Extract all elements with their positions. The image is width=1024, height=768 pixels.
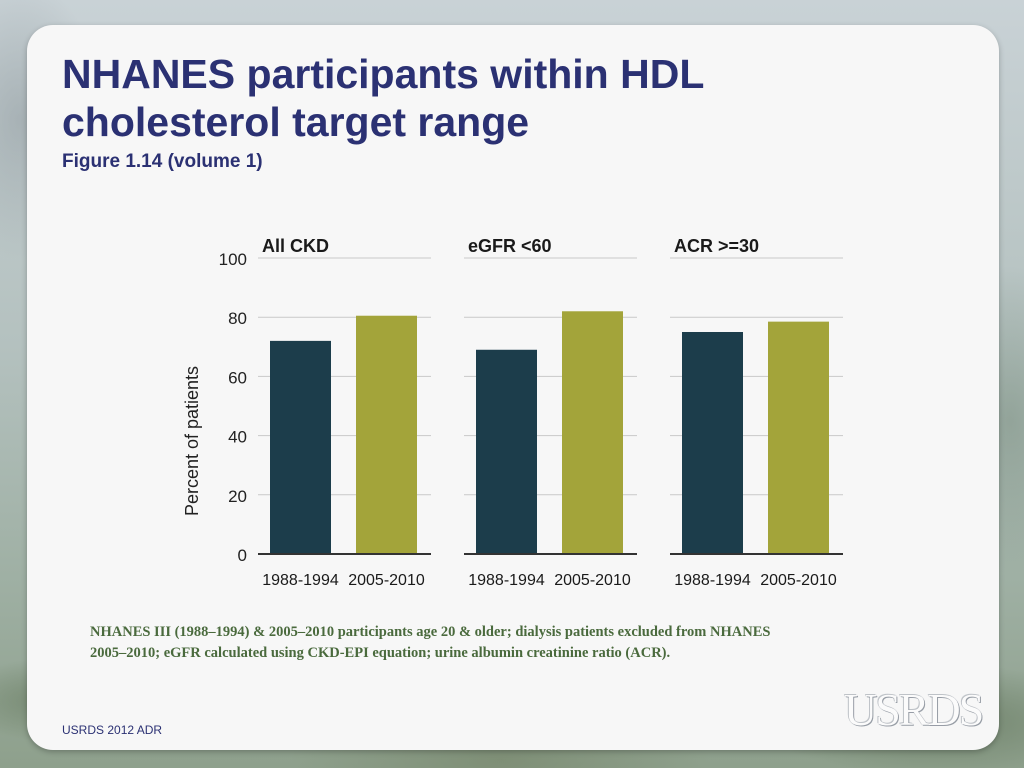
x-tick-label: 2005-2010 xyxy=(760,572,837,589)
footnote: NHANES III (1988–1994) & 2005–2010 parti… xyxy=(90,622,920,664)
x-tick-label: 1988-1994 xyxy=(674,572,751,589)
x-tick-label: 2005-2010 xyxy=(348,572,425,589)
slide-title: NHANES participants within HDL cholester… xyxy=(62,50,704,146)
y-tick-label: 60 xyxy=(228,368,247,387)
panel-title: eGFR <60 xyxy=(468,236,552,256)
bar-2005-2010 xyxy=(768,321,829,554)
source-label: USRDS 2012 ADR xyxy=(62,723,163,737)
x-tick-label: 1988-1994 xyxy=(468,572,545,589)
bar-2005-2010 xyxy=(356,315,417,554)
title-line-1: NHANES participants within HDL xyxy=(62,51,705,97)
y-tick-label: 80 xyxy=(228,309,247,328)
figure-subtitle: Figure 1.14 (volume 1) xyxy=(62,151,263,172)
y-tick-label: 20 xyxy=(228,487,247,506)
footnote-line-1: NHANES III (1988–1994) & 2005–2010 parti… xyxy=(90,624,771,640)
bar-2005-2010 xyxy=(562,311,623,554)
y-axis-title: Percent of patients xyxy=(182,366,202,516)
footnote-line-2: 2005–2010; eGFR calculated using CKD-EPI… xyxy=(90,645,671,661)
usrds-logo: USRDS xyxy=(844,684,984,735)
y-tick-label: 100 xyxy=(219,250,247,269)
title-line-2: cholesterol target range xyxy=(62,99,530,145)
bar-1988-1994 xyxy=(270,340,331,554)
panel-title: All CKD xyxy=(262,236,329,256)
x-tick-label: 2005-2010 xyxy=(554,572,631,589)
y-tick-label: 40 xyxy=(228,428,247,447)
y-tick-label: 0 xyxy=(238,546,247,565)
bar-1988-1994 xyxy=(682,332,743,554)
bar-1988-1994 xyxy=(476,349,537,554)
panel-title: ACR >=30 xyxy=(674,236,759,256)
x-tick-label: 1988-1994 xyxy=(262,572,339,589)
